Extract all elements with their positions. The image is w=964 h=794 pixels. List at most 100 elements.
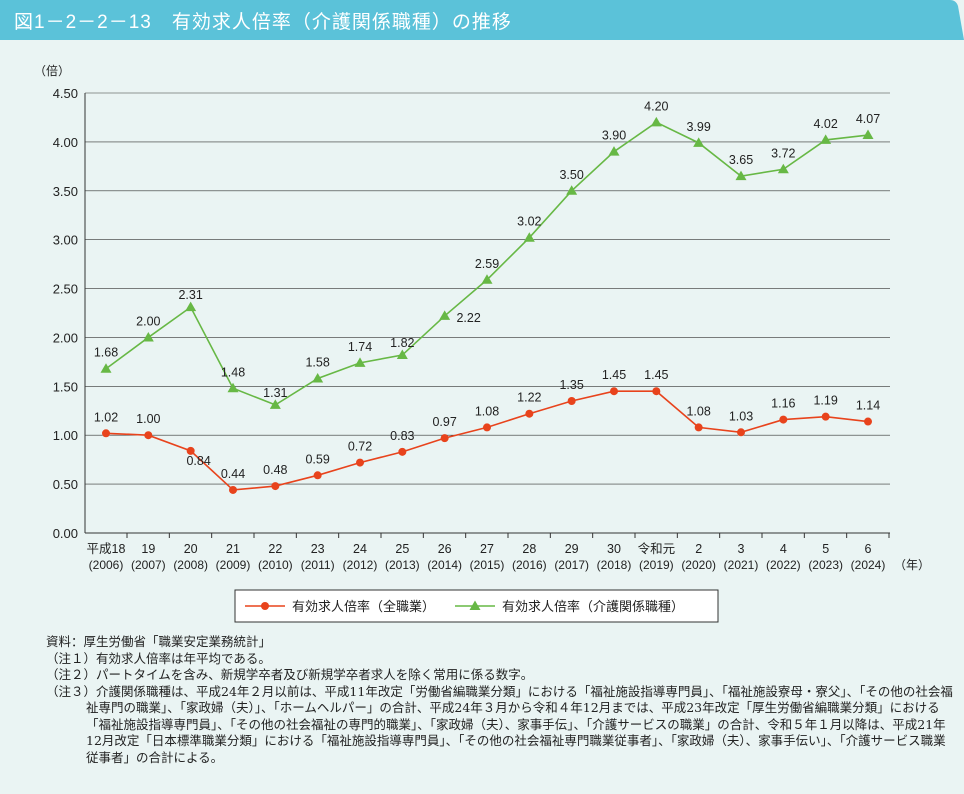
x-tick-sublabel: (2006)	[89, 558, 124, 572]
x-tick-sublabel: (2023)	[808, 558, 843, 572]
data-label: 0.84	[186, 454, 210, 468]
legend-marker-care	[469, 600, 481, 610]
x-tick-label: 25	[395, 542, 409, 556]
title-banner	[0, 0, 964, 40]
data-point	[694, 423, 703, 432]
data-point	[525, 409, 534, 418]
x-tick-label: 5	[822, 542, 829, 556]
x-tick-label: 28	[522, 542, 536, 556]
x-tick-label: 4	[780, 542, 787, 556]
x-tick-sublabel: (2008)	[173, 558, 208, 572]
data-point	[185, 301, 197, 312]
x-tick-label: 令和元	[638, 541, 676, 556]
data-label: 0.97	[432, 415, 456, 429]
x-tick-label: 26	[438, 542, 452, 556]
notes: 資料：厚生労働省「職業安定業務統計」 （注１）有効求人倍率は年平均である。 （注…	[46, 634, 956, 766]
data-label: 1.58	[305, 356, 329, 370]
data-label: 2.59	[475, 257, 499, 271]
data-label: 3.72	[771, 146, 795, 160]
x-tick-sublabel: (2009)	[216, 558, 251, 572]
data-label: 4.02	[813, 117, 837, 131]
y-tick-label: 4.50	[53, 86, 78, 101]
x-tick-label: 24	[353, 542, 367, 556]
data-point	[693, 137, 705, 147]
note-1: （注１）有効求人倍率は年平均である。	[46, 650, 271, 666]
x-tick-label: 30	[607, 542, 621, 556]
x-tick-label: 平成18	[87, 542, 126, 556]
x-tick-label: 19	[141, 542, 155, 556]
y-tick-label: 3.50	[53, 184, 78, 199]
data-label: 0.83	[390, 429, 414, 443]
x-tick-label: 23	[311, 542, 325, 556]
data-label: 3.90	[602, 129, 626, 143]
x-tick-label: 27	[480, 542, 494, 556]
y-tick-label: 2.50	[53, 282, 78, 297]
x-tick-label: 29	[565, 542, 579, 556]
data-point	[142, 331, 154, 342]
x-tick-sublabel: (2015)	[470, 558, 505, 572]
data-point	[354, 357, 366, 367]
data-point	[567, 397, 576, 405]
data-label: 1.45	[602, 368, 626, 382]
data-label: 2.00	[136, 314, 160, 328]
data-point	[102, 429, 110, 438]
data-point	[777, 163, 789, 174]
x-tick-sublabel: (2016)	[512, 558, 547, 572]
x-tick-sublabel: (2020)	[681, 558, 716, 572]
x-tick-label: 2	[695, 542, 702, 556]
data-label: 1.08	[686, 404, 710, 418]
data-label: 1.08	[475, 404, 499, 418]
data-point	[650, 116, 662, 127]
data-point	[269, 399, 281, 409]
y-tick-label: 0.50	[53, 477, 78, 492]
data-point	[440, 434, 449, 443]
y-tick-label: 4.00	[53, 135, 78, 150]
data-point	[779, 415, 788, 424]
data-label: 1.45	[644, 368, 668, 382]
x-tick-label: 21	[226, 542, 240, 556]
data-label: 0.59	[305, 452, 329, 466]
data-label: 4.07	[856, 112, 880, 126]
data-point	[864, 417, 872, 426]
x-tick-label: 20	[184, 542, 198, 556]
data-point	[483, 423, 491, 432]
x-tick-sublabel: (2022)	[766, 558, 801, 572]
data-point	[566, 185, 578, 195]
data-point	[610, 387, 618, 396]
x-tick-sublabel: (2013)	[385, 558, 420, 572]
data-label: 2.31	[178, 288, 202, 302]
data-label: 1.74	[348, 340, 372, 354]
y-tick-label: 0.00	[53, 526, 78, 541]
data-point	[862, 129, 874, 140]
data-label: 1.22	[517, 391, 541, 405]
data-point	[396, 349, 408, 360]
y-tick-label: 1.00	[53, 428, 78, 443]
data-point	[821, 412, 830, 421]
data-point	[313, 471, 322, 480]
data-label: 1.02	[94, 410, 118, 424]
x-tick-sublabel: (2017)	[554, 558, 589, 572]
x-tick-sublabel: (2011)	[301, 558, 335, 572]
data-point	[735, 170, 747, 181]
x-tick-sublabel: (2012)	[343, 558, 378, 572]
data-label: 1.35	[559, 378, 583, 392]
data-label: 4.20	[644, 99, 668, 113]
data-label: 1.82	[390, 336, 414, 350]
data-label: 3.99	[686, 120, 710, 134]
data-point	[227, 382, 239, 393]
data-label: 1.48	[221, 365, 245, 379]
note-2: （注２）パートタイムを含み、新規学卒者及び新規学卒者求人を除く常用に係る数字。	[46, 667, 534, 682]
data-label: 0.72	[348, 440, 372, 454]
y-tick-label: 2.00	[53, 330, 78, 345]
data-label: 3.65	[729, 153, 753, 167]
data-point	[737, 428, 745, 437]
data-point	[356, 458, 364, 467]
legend-marker-all	[261, 602, 269, 610]
x-tick-label: 22	[268, 542, 282, 556]
data-label: 3.02	[517, 215, 541, 229]
data-point	[439, 310, 451, 320]
note-3: （注３）介護関係職種は、平成24年２月以前は、平成11年改定「労働省編職業分類」…	[46, 683, 953, 765]
x-tick-sublabel: (2024)	[851, 558, 886, 572]
data-label: 1.68	[94, 346, 118, 360]
source-note: 資料：厚生労働省「職業安定業務統計」	[46, 634, 272, 649]
